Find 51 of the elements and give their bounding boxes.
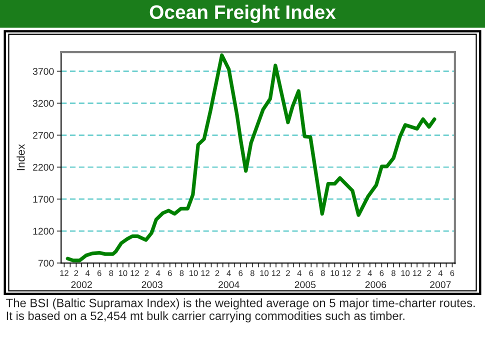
x-tick-label: 4 (368, 270, 372, 276)
x-tick-label: 8 (109, 270, 114, 276)
x-tick-label: 8 (180, 270, 184, 276)
y-tick-label: 2200 (33, 164, 54, 171)
chart-title: Ocean Freight Index (150, 4, 336, 23)
x-tick-label: 2 (427, 270, 431, 276)
x-tick-label: 10 (401, 270, 410, 276)
x-tick-label: 6 (309, 270, 314, 276)
x-tick-label: 12 (272, 270, 280, 276)
y-axis-title: Index (16, 144, 25, 170)
x-tick-label: 12 (130, 270, 139, 276)
x-tick-label: 12 (201, 270, 210, 276)
y-tick-label: 2700 (33, 132, 54, 139)
x2-tick-label: 2002 (71, 281, 92, 288)
x-tick-label: 2 (74, 270, 78, 276)
x-tick-label: 12 (413, 270, 422, 276)
y-tick-label: 3700 (32, 68, 54, 75)
x-tick-label: 6 (238, 270, 243, 276)
line-series (66, 53, 436, 262)
y-tick-label: 3200 (32, 100, 54, 107)
x2-tick-label: 2005 (294, 281, 316, 288)
y-tick-label: 700 (38, 260, 54, 267)
x-tick-label: 2 (356, 270, 360, 276)
x2-tick-label: 2007 (430, 281, 451, 288)
x-tick-label: 6 (168, 270, 172, 276)
x-tick-label: 4 (226, 270, 231, 276)
x-tick-label: 10 (330, 270, 340, 276)
x-tick-label: 4 (85, 270, 90, 276)
x2-tick-label: 2003 (142, 281, 163, 288)
x-tick-label: 4 (297, 270, 302, 276)
x-tick-label: 6 (97, 270, 102, 276)
x-tick-label: 10 (118, 270, 128, 276)
x-tick-label: 2 (215, 270, 220, 276)
x-tick-label: 6 (380, 270, 384, 276)
x-tick-label: 4 (438, 270, 443, 276)
x-tick-label: 10 (189, 270, 198, 276)
y-tick-label: 1700 (33, 196, 54, 203)
x2-tick-label: 2004 (218, 281, 240, 288)
x2-tick-label: 2006 (365, 281, 386, 288)
x-tick-label: 2 (144, 270, 149, 276)
x-tick-label: 8 (250, 270, 254, 276)
x-tick-label: 6 (450, 270, 454, 276)
y-tick-label: 1200 (33, 228, 54, 235)
x-tick-label: 8 (392, 270, 396, 276)
x-tick-label: 8 (320, 270, 325, 276)
text: The BSI (Baltic Supramax Index) is the weighted average on 5 major time-charter routes. It is based on a 52,454 mt bulk carrier carrying commodities such as timber. (6, 298, 475, 322)
x-tick-label: 4 (156, 270, 160, 276)
x-tick-label: 2 (286, 270, 290, 276)
x-tick-label: 12 (60, 270, 68, 276)
x-tick-label: 10 (260, 270, 269, 276)
x-tick-label: 12 (342, 270, 351, 276)
